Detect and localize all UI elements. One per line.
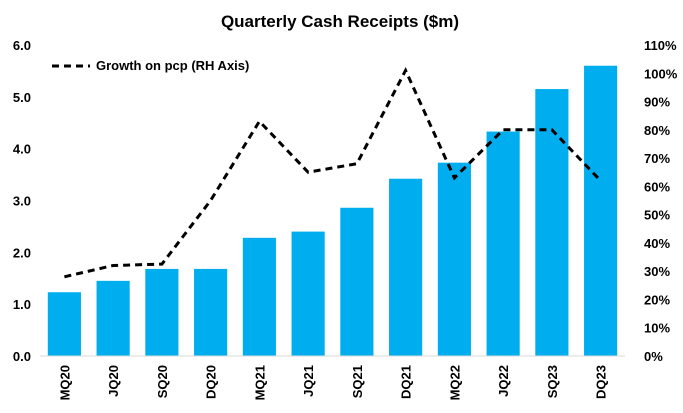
chart-title: Quarterly Cash Receipts ($m) [221, 12, 459, 31]
bar [242, 237, 276, 356]
legend: Growth on pcp (RH Axis) [52, 58, 249, 73]
right-tick-label: 40% [644, 236, 670, 251]
x-tick-label: JQ22 [496, 365, 511, 397]
x-tick-label: SQ21 [350, 365, 365, 398]
bar [291, 231, 325, 356]
bar [96, 280, 130, 356]
x-tick-label: MQ20 [57, 365, 72, 400]
right-tick-label: 10% [644, 321, 670, 336]
left-tick-label: 4.0 [13, 142, 31, 157]
bar [584, 65, 618, 356]
growth-line [64, 66, 602, 279]
x-tick-label: MQ21 [252, 365, 267, 400]
left-tick-label: 6.0 [13, 38, 31, 53]
x-tick-label: SQ20 [155, 365, 170, 398]
bar [145, 268, 179, 356]
left-tick-label: 5.0 [13, 90, 31, 105]
bar-series [47, 65, 618, 356]
x-tick-label: JQ21 [301, 365, 316, 397]
x-axis-labels: MQ20 JQ20 SQ20 DQ20 MQ21 JQ21 SQ21 DQ21 MQ22 JQ22… [57, 365, 608, 400]
bar [47, 292, 81, 356]
bar [340, 207, 374, 356]
bar [194, 268, 228, 356]
right-tick-label: 70% [644, 151, 670, 166]
right-tick-label: 50% [644, 208, 670, 223]
left-tick-label: 3.0 [13, 194, 31, 209]
legend-label: Growth on pcp (RH Axis) [96, 58, 249, 73]
left-axis-ticks: 0.0 1.0 2.0 3.0 4.0 5.0 6.0 [13, 38, 31, 364]
x-tick-label: JQ20 [106, 365, 121, 397]
left-tick-label: 0.0 [13, 349, 31, 364]
right-tick-label: 20% [644, 292, 670, 307]
bar [389, 178, 423, 356]
x-tick-label: DQ20 [204, 365, 219, 399]
bar [437, 162, 471, 356]
right-tick-label: 0% [644, 349, 663, 364]
x-tick-label: SQ23 [545, 365, 560, 398]
x-tick-label: MQ22 [447, 365, 462, 400]
right-tick-label: 90% [644, 95, 670, 110]
x-tick-label: DQ21 [399, 365, 414, 399]
x-tick-label: DQ23 [594, 365, 609, 399]
right-tick-label: 110% [644, 38, 677, 53]
right-tick-label: 100% [644, 66, 678, 81]
bar [535, 89, 569, 356]
right-tick-label: 60% [644, 179, 670, 194]
bar [486, 131, 520, 356]
left-tick-label: 2.0 [13, 245, 31, 260]
right-tick-label: 80% [644, 123, 670, 138]
left-tick-label: 1.0 [13, 297, 31, 312]
right-tick-label: 30% [644, 264, 670, 279]
right-axis-ticks: 0% 10% 20% 30% 40% 50% 60% 70% 80% 90% 100% 110% [644, 38, 678, 364]
